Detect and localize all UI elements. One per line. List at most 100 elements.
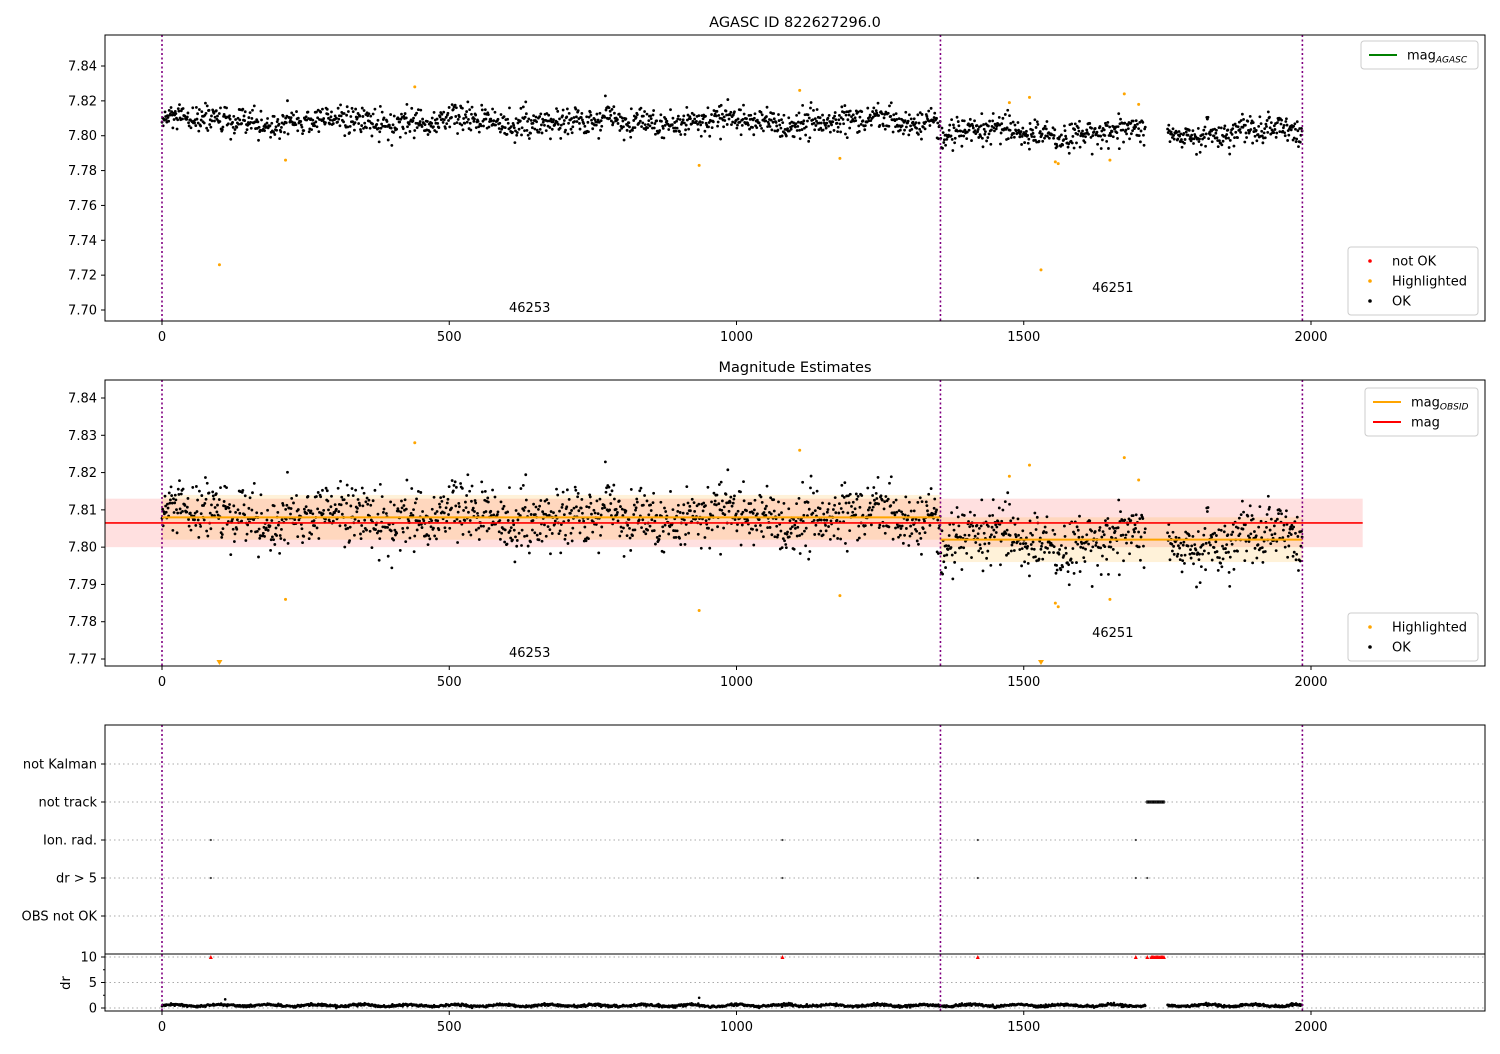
ok-point — [1199, 151, 1202, 154]
ok-point — [354, 121, 357, 124]
ok-point — [983, 543, 986, 546]
ok-point — [471, 106, 474, 109]
ok-point — [1284, 515, 1287, 518]
ok-point — [1234, 131, 1237, 134]
ok-point — [685, 124, 688, 127]
ok-point — [1082, 556, 1085, 559]
ok-point — [558, 117, 561, 120]
ok-point — [621, 508, 624, 511]
ok-point — [813, 533, 816, 536]
highlighted-point — [1137, 103, 1140, 106]
ok-point — [854, 507, 857, 510]
ok-point — [947, 544, 950, 547]
ok-point — [513, 141, 516, 144]
ok-point — [729, 496, 732, 499]
ok-point — [929, 524, 932, 527]
ok-point — [530, 513, 533, 516]
ok-point — [379, 105, 382, 108]
ok-point — [219, 486, 222, 489]
ok-point — [905, 126, 908, 129]
ok-point — [899, 129, 902, 132]
ok-point — [691, 498, 694, 501]
ok-point — [613, 112, 616, 115]
ok-point — [199, 525, 202, 528]
ok-point — [538, 538, 541, 541]
ok-point — [951, 149, 954, 152]
ok-point — [427, 543, 430, 546]
ok-point — [1078, 130, 1081, 133]
ok-point — [1073, 128, 1076, 131]
ok-point — [175, 508, 178, 511]
ok-point — [470, 500, 473, 503]
ok-point — [531, 126, 534, 129]
ok-point — [308, 537, 311, 540]
ok-point — [1280, 123, 1283, 126]
ok-point — [563, 513, 566, 516]
ok-point — [888, 104, 891, 107]
ok-point — [580, 112, 583, 115]
ok-point — [467, 118, 470, 121]
ok-point — [652, 114, 655, 117]
ok-point — [910, 117, 913, 120]
ok-point — [1263, 131, 1266, 134]
ok-point — [904, 111, 907, 114]
ok-point — [203, 122, 206, 125]
ok-point — [330, 115, 333, 118]
ok-point — [234, 128, 237, 131]
ok-point — [567, 122, 570, 125]
ok-point — [743, 499, 746, 502]
ok-point — [1081, 536, 1084, 539]
ok-point — [237, 508, 240, 511]
ok-point — [527, 117, 530, 120]
ok-point — [374, 489, 377, 492]
ok-point — [814, 524, 817, 527]
ok-point — [805, 125, 808, 128]
ok-point — [631, 129, 634, 132]
ok-point — [935, 509, 938, 512]
ok-point — [833, 115, 836, 118]
ok-point — [228, 503, 231, 506]
ok-point — [530, 119, 533, 122]
ok-point — [836, 122, 839, 125]
ok-point — [663, 507, 666, 510]
ok-point — [898, 509, 901, 512]
ok-point — [573, 120, 576, 123]
ok-point — [1028, 574, 1031, 577]
ok-point — [924, 531, 927, 534]
ok-point — [346, 105, 349, 108]
ok-point — [381, 111, 384, 114]
ok-point — [1065, 137, 1068, 140]
ok-point — [717, 121, 720, 124]
ok-point — [253, 105, 256, 108]
panel1-title: AGASC ID 822627296.0 — [709, 15, 881, 31]
ok-point — [720, 509, 723, 512]
ok-point — [1270, 121, 1273, 124]
ok-point — [708, 135, 711, 138]
ok-point — [795, 502, 798, 505]
ok-point — [378, 140, 381, 143]
ok-point — [270, 122, 273, 125]
ok-point — [742, 480, 745, 483]
ok-point — [257, 120, 260, 123]
ok-point — [398, 121, 401, 124]
ok-point — [196, 499, 199, 502]
ok-point — [177, 488, 180, 491]
ok-point — [204, 102, 207, 105]
ok-point — [404, 540, 407, 543]
ok-point — [763, 511, 766, 514]
ok-point — [345, 114, 348, 117]
ok-point — [215, 109, 218, 112]
ok-point — [1017, 121, 1020, 124]
ok-point — [489, 510, 492, 513]
ok-point — [463, 122, 466, 125]
ok-point — [470, 113, 473, 116]
ok-point — [628, 527, 631, 530]
ok-point — [567, 133, 570, 136]
ok-point — [808, 508, 811, 511]
ok-point — [982, 569, 985, 572]
ok-point — [899, 534, 902, 537]
ok-point — [235, 528, 238, 531]
ok-point — [330, 505, 333, 508]
ok-point — [650, 121, 653, 124]
ok-point — [742, 511, 745, 514]
